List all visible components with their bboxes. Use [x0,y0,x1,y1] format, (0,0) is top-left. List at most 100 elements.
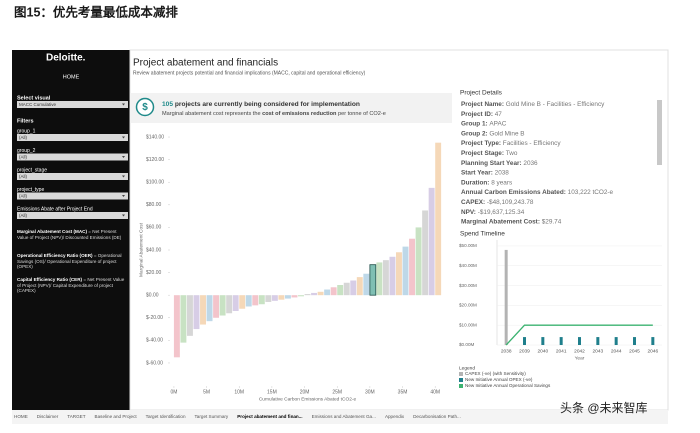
macc-bar [402,246,409,296]
detail-row: Duration: 8 years [461,179,512,186]
filter-label: Emissions Abate after Project End [17,206,93,212]
tab[interactable]: Appendix [385,414,405,419]
macc-bar [271,295,278,301]
legend-swatch [459,384,463,388]
tab[interactable]: Target Identification [146,414,186,419]
macc-bar [180,295,187,343]
tab[interactable]: Emissions and Abatement Ga... [312,414,376,419]
detail-row: Project Name: Gold Mine B - Facilities -… [461,101,605,108]
x-tick-label: 2044 [611,348,622,354]
tab[interactable]: TARGET [67,414,85,419]
tab[interactable]: Decarbonisation Path... [413,414,461,419]
x-tick-label: 2040 [537,348,548,354]
filters-label: Filters [17,118,34,124]
tab[interactable]: Disclaimer [37,414,59,419]
macc-bar [232,295,239,311]
definition-term: Capital Efficiency Ratio (CER) [17,277,83,282]
x-tick-label: 2043 [592,348,603,354]
y-axis-label: Marginal Abatement Cost [138,222,144,277]
dropdown-value: (All) [19,213,27,218]
macc-bar [311,292,318,296]
x-tick-label: 2046 [647,348,658,354]
y-tick-label: $100.00 [146,180,164,186]
y-tick-label: $10.00M [459,322,477,327]
macc-bar [422,210,429,296]
x-axis-label: Cumulative Carbon Emissions Abated tCO2-… [259,396,357,402]
macc-bar [389,256,396,296]
y-tick-label: $-60.00 [146,360,163,366]
dropdown-arrow [122,214,125,217]
detail-value: 103,222 tCO2-e [568,189,614,196]
macc-bar [350,280,357,296]
x-tick-label: 10M [234,389,244,395]
macc-bar [298,295,304,297]
legend-label: CAPEX (-ve) (with Sensitivity) [465,371,526,376]
spend-bar [504,249,508,345]
home-link: HOME [63,74,80,80]
macc-bar [435,142,442,296]
definition-text: = Net Present Value of Project (NPV)/ Di… [17,229,122,240]
select-label: Select visual [17,95,51,101]
dropdown-value: (All) [19,154,27,159]
sidebar [12,50,130,410]
macc-bar [343,282,350,296]
banner-count: 105 [162,101,173,108]
dropdown-arrow [122,175,125,178]
legend-swatch [459,372,463,376]
y-tick-label: $0.00M [459,342,474,347]
tab[interactable]: Baseline and Project [95,414,138,419]
dropdown-arrow [122,156,125,158]
tab[interactable]: Target Summary [195,414,229,419]
macc-bar [173,295,180,358]
macc-bar [206,295,213,322]
definition-term: Marginal Abatement Cost (MAC) [17,229,88,234]
dropdown-value: (All) [19,174,27,179]
macc-bar [186,295,193,336]
detail-label: NPV: [461,208,478,215]
dropdown [17,134,128,141]
detail-value: Gold Mine B [489,130,524,137]
dropdown [17,101,128,108]
definition-text: = Net Present Value of Project (NPV)/ Ca… [17,277,125,294]
detail-value: APAC [489,120,506,127]
x-tick-label: 40M [430,389,440,395]
detail-row: Project Stage: Two [461,150,518,157]
spend-bar [578,337,581,345]
macc-bar [193,295,200,330]
definition: Operational Efficiency Ratio (OER) = Ope… [17,253,125,270]
x-tick-label: 2039 [519,348,530,354]
macc-bar [226,295,233,314]
macc-bar [200,295,206,325]
y-tick-label: $-20.00 [146,315,163,321]
x-tick-label: 30M [365,389,375,395]
detail-row: CAPEX: -$48,109,243.78 [461,199,534,206]
dropdown [17,212,128,219]
detail-value: Gold Mine B - Facilities - Efficiency [506,101,605,108]
detail-value: 2038 [495,169,510,176]
filter-label: project_type [17,187,44,193]
detail-label: Project ID: [461,110,495,117]
macc-bar [317,291,324,296]
macc-bar [291,295,298,298]
detail-row: Marginal Abatement Cost: $29.74 [461,218,562,225]
definition: Capital Efficiency Ratio (CER) = Net Pre… [17,277,125,294]
legend-swatch [459,378,463,382]
macc-bar [265,295,272,302]
detail-row: Start Year: 2038 [461,169,509,176]
spend-bar [541,337,545,345]
macc-bar [396,252,402,296]
icon [135,97,155,117]
detail-label: Marginal Abatement Cost: [461,218,542,225]
x-tick-label: 0M [170,389,177,395]
macc-bar [409,238,416,296]
spend-bar [523,337,526,345]
detail-row: Planning Start Year: 2036 [461,159,538,166]
tab[interactable]: Project abatement and finan... [237,414,302,419]
macc-bar [219,295,226,316]
detail-row: Annual Carbon Emissions Abated: 103,222 … [461,189,614,196]
y-tick-label: $30.00M [459,283,477,288]
tab[interactable]: HOME [14,414,28,419]
macc-bar [356,277,363,296]
x-tick-label: 2038 [501,348,512,354]
